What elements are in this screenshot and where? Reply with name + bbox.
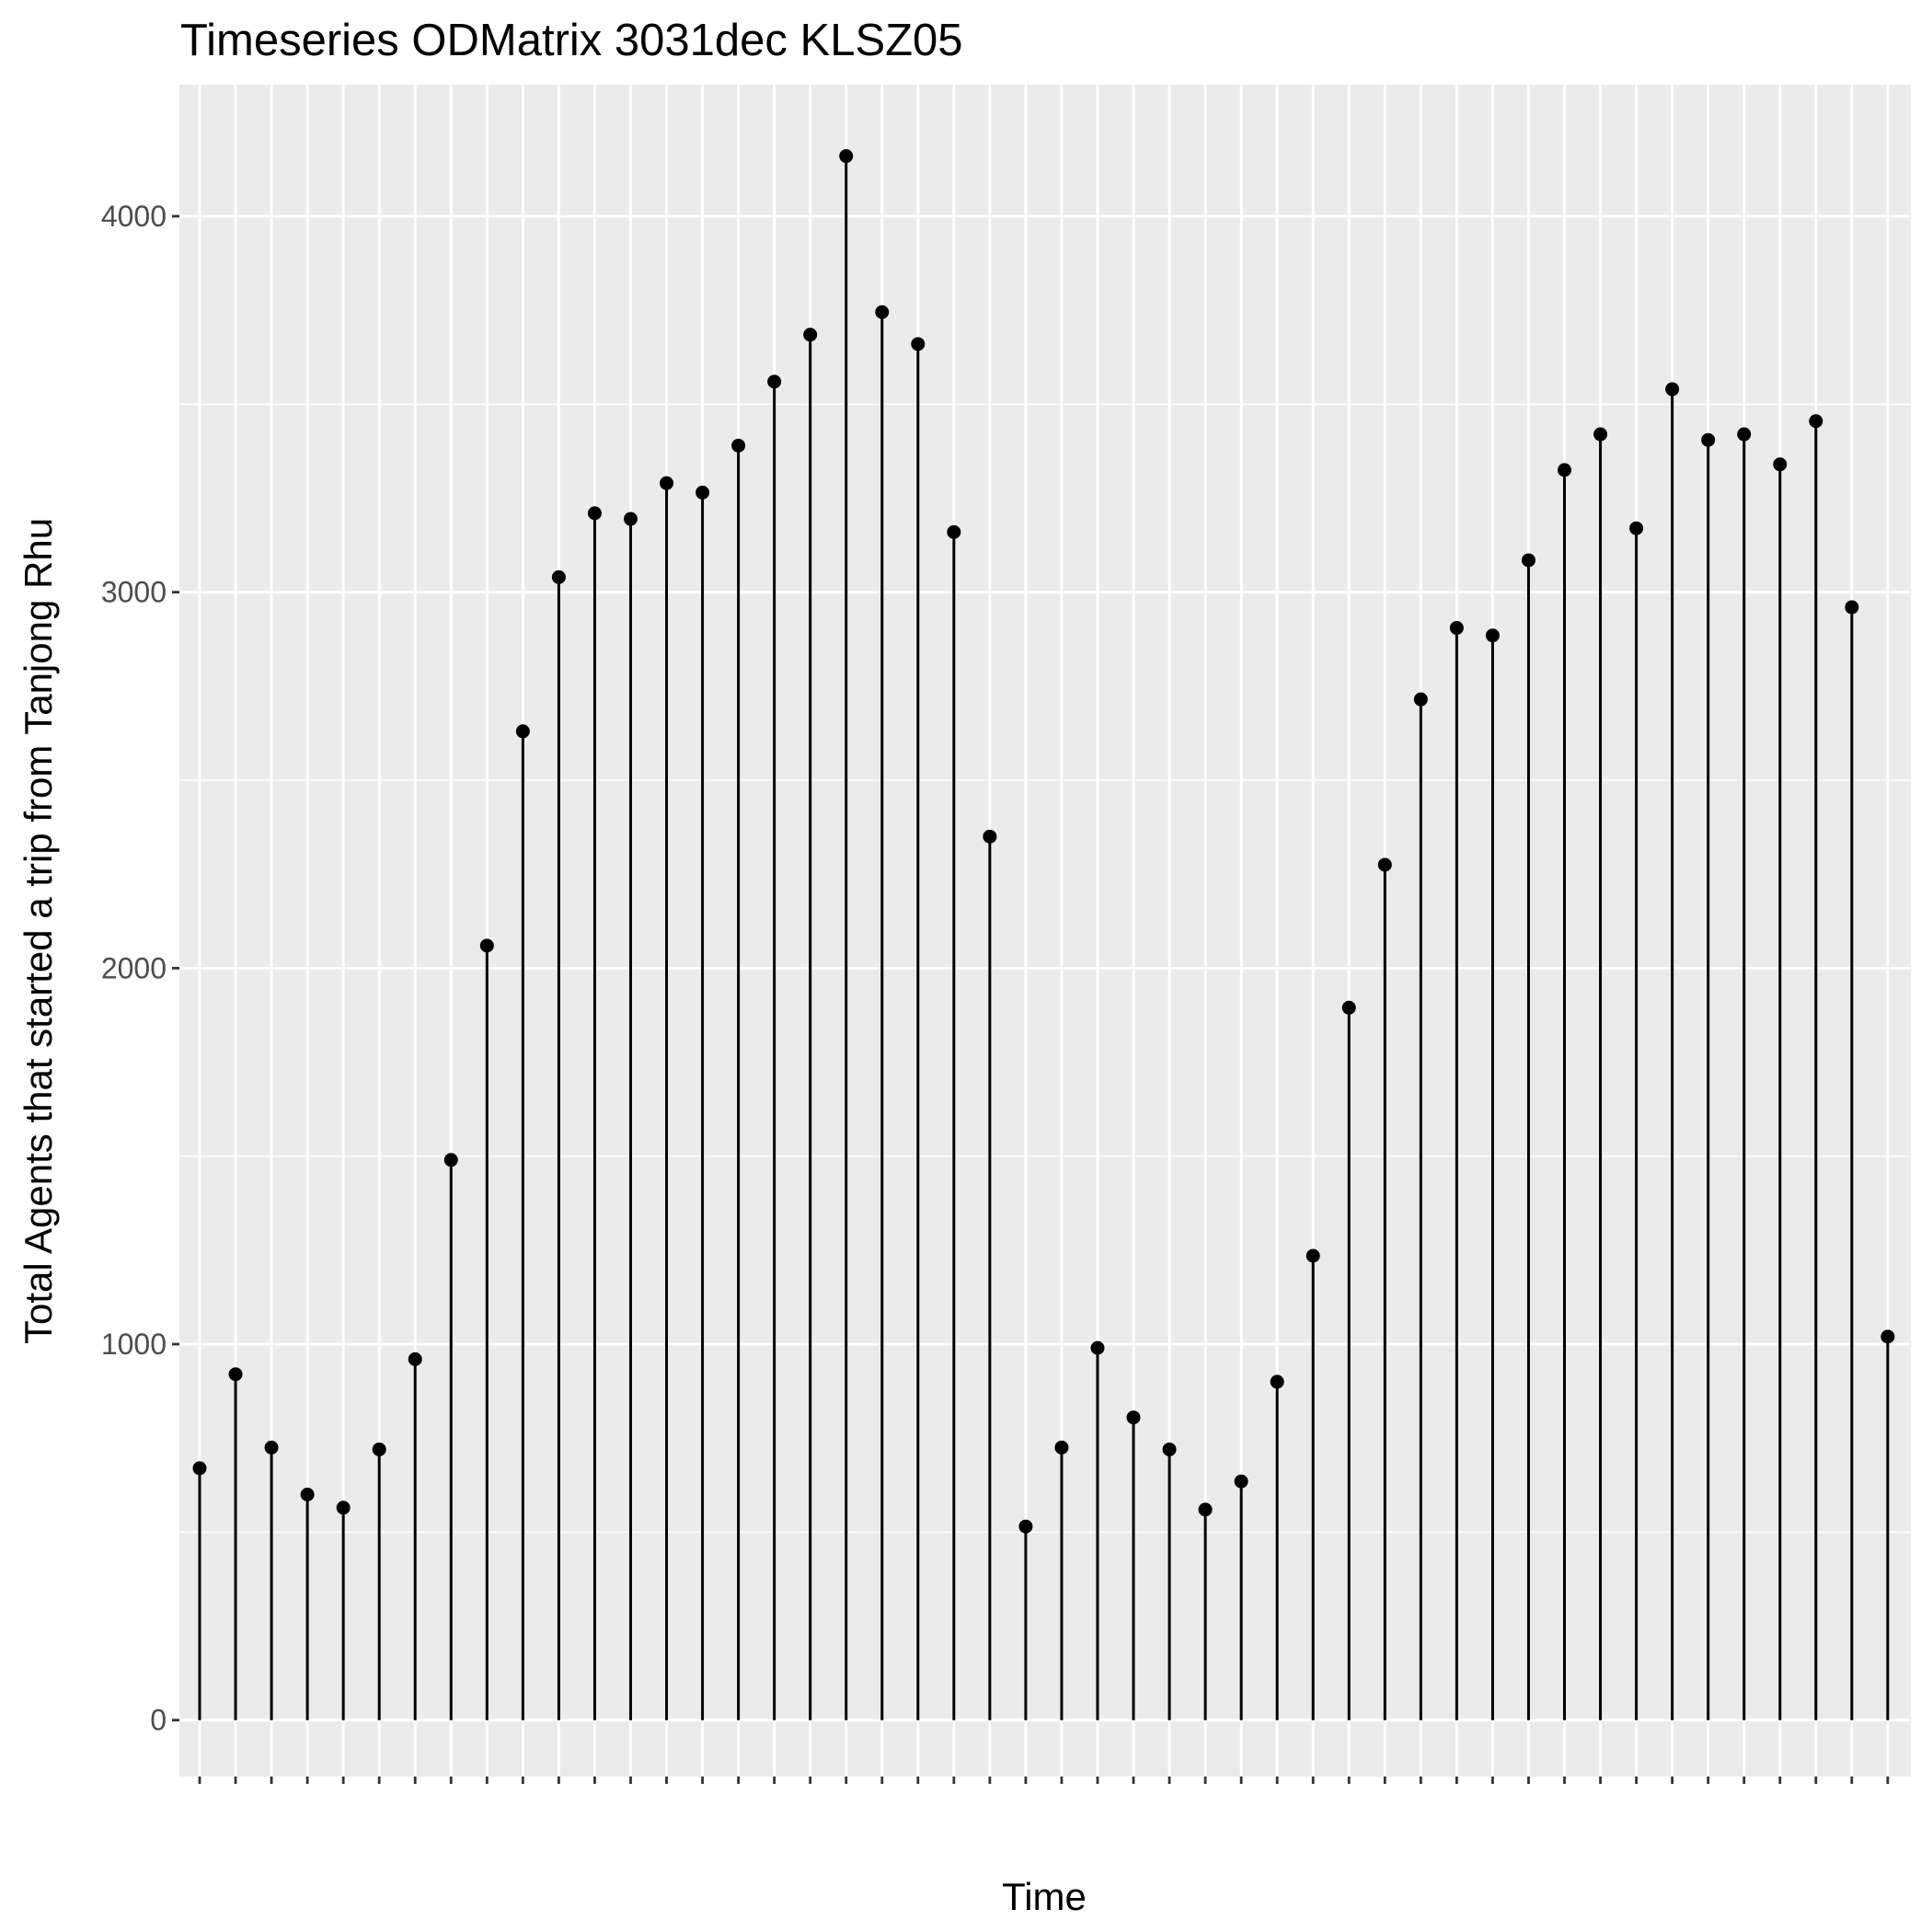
lollipop-point bbox=[1270, 1374, 1284, 1389]
x-axis bbox=[198, 1777, 1890, 1784]
lollipop-point bbox=[587, 506, 602, 521]
lollipop-point bbox=[803, 328, 818, 342]
lollipop-point bbox=[1880, 1329, 1895, 1344]
lollipop-point bbox=[1449, 621, 1464, 636]
lollipop-point bbox=[1090, 1340, 1105, 1355]
lollipop-point bbox=[875, 305, 890, 319]
lollipop-point bbox=[551, 569, 566, 584]
lollipop-point bbox=[660, 476, 674, 490]
lollipop-point bbox=[443, 1153, 458, 1167]
lollipop-points bbox=[192, 149, 1895, 1534]
lollipop-point bbox=[1162, 1442, 1177, 1456]
lollipop-stems bbox=[198, 155, 1890, 1720]
chart-title: Timeseries ODMatrix 3031dec KLSZ05 bbox=[180, 16, 963, 65]
plot-panel bbox=[179, 85, 1911, 1777]
lollipop-point bbox=[1126, 1410, 1141, 1425]
minor-gridlines bbox=[179, 403, 1911, 1534]
lollipop-point bbox=[983, 829, 997, 844]
lollipop-point bbox=[1593, 427, 1608, 442]
y-axis: 0 1000 2000 3000 4000 bbox=[101, 200, 179, 1737]
y-tick-label: 3000 bbox=[101, 576, 167, 609]
lollipop-point bbox=[1054, 1440, 1069, 1455]
lollipop-point bbox=[1558, 463, 1572, 477]
lollipop-point bbox=[911, 337, 926, 351]
lollipop-point bbox=[515, 724, 530, 739]
lollipop-point bbox=[839, 149, 854, 164]
lollipop-point bbox=[1737, 427, 1752, 442]
lollipop-point bbox=[1701, 432, 1716, 447]
lollipop-point bbox=[1341, 1000, 1356, 1015]
lollipop-point bbox=[767, 374, 782, 389]
lollipop-point bbox=[1413, 692, 1428, 707]
lollipop-point bbox=[1845, 600, 1859, 615]
y-tick-label: 1000 bbox=[101, 1328, 167, 1361]
lollipop-point bbox=[1018, 1519, 1033, 1534]
lollipop-point bbox=[1665, 382, 1680, 397]
lollipop-point bbox=[696, 485, 710, 500]
lollipop-point bbox=[408, 1351, 422, 1366]
lollipop-point bbox=[372, 1442, 386, 1456]
lollipop-point bbox=[479, 938, 494, 953]
lollipop-point bbox=[1198, 1502, 1213, 1517]
lollipop-point bbox=[1521, 553, 1535, 568]
lollipop-point bbox=[731, 438, 746, 453]
lollipop-point bbox=[264, 1440, 279, 1455]
x-axis-title: Time bbox=[1002, 1875, 1087, 1918]
lollipop-point bbox=[192, 1461, 207, 1476]
y-axis-title: Total Agents that started a trip from Ta… bbox=[17, 518, 60, 1344]
lollipop-point bbox=[1485, 628, 1500, 643]
lollipop-point bbox=[623, 512, 638, 526]
lollipop-point bbox=[300, 1488, 315, 1501]
lollipop-point bbox=[1377, 857, 1392, 872]
lollipop-point bbox=[1773, 457, 1788, 472]
lollipop-point bbox=[336, 1501, 351, 1515]
lollipop-point bbox=[1809, 414, 1823, 429]
lollipop-point bbox=[1629, 521, 1644, 535]
y-tick-label: 4000 bbox=[101, 200, 167, 233]
lollipop-point bbox=[1305, 1248, 1320, 1263]
lollipop-point bbox=[1234, 1474, 1248, 1489]
y-tick-label: 2000 bbox=[101, 951, 167, 984]
lollipop-point bbox=[947, 524, 961, 539]
lollipop-point bbox=[228, 1367, 243, 1382]
y-tick-label: 0 bbox=[150, 1704, 167, 1737]
